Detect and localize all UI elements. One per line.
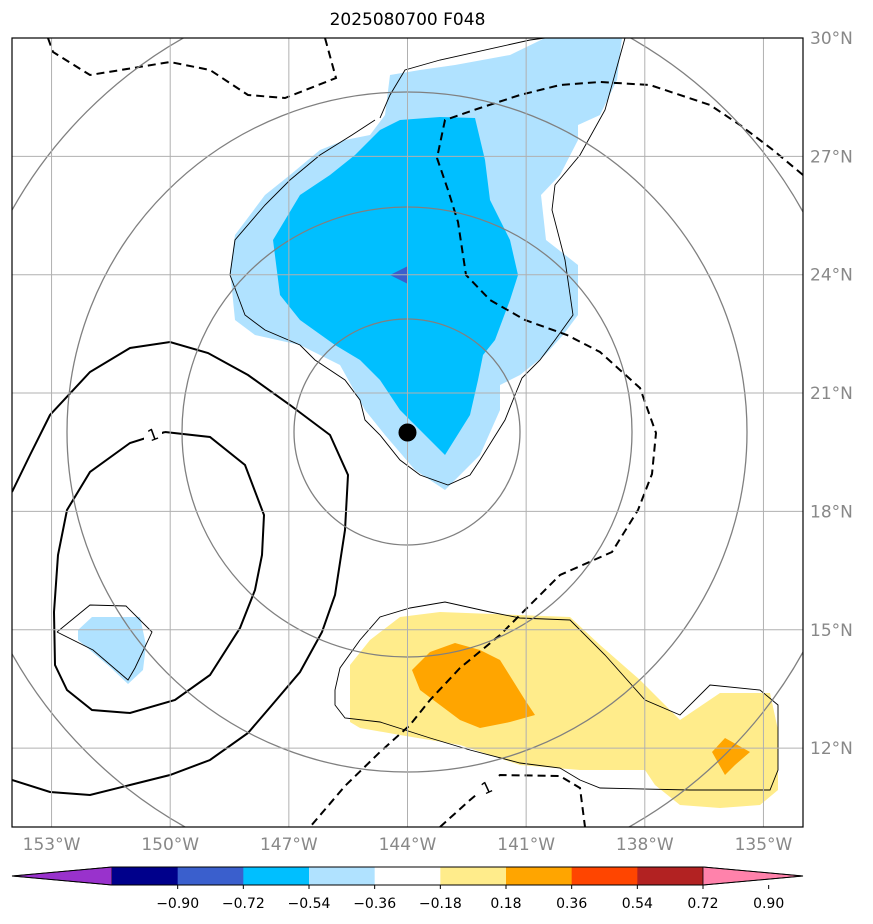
lon-tick-label: 144°W <box>379 835 437 855</box>
dashed-contour-east <box>309 80 803 827</box>
dashed-contour-south <box>439 773 586 827</box>
colorbar-outline <box>11 866 804 886</box>
lat-tick-label: 21°N <box>810 384 853 404</box>
lon-tick-label: 141°W <box>497 835 555 855</box>
dashed-contour-northwest <box>47 38 338 100</box>
thin-contour-north <box>229 38 626 486</box>
colorbar-segment <box>506 867 573 885</box>
colorbar-segment <box>177 867 244 885</box>
shaded-fields <box>78 38 778 808</box>
lon-tick-label: 135°W <box>735 835 793 855</box>
colorbar-tick-label: 0.72 <box>687 896 718 912</box>
colorbar-segment <box>374 867 441 885</box>
lon-tick-label: 147°W <box>260 835 318 855</box>
longitude-tick-labels: 153°W 150°W 147°W 144°W 141°W 138°W 135°W <box>23 835 793 855</box>
colorbar-tick-label: −0.90 <box>156 896 199 912</box>
dashed-contours <box>47 38 803 827</box>
orange-region-main <box>412 643 535 728</box>
colorbar-tick-label: 0.54 <box>622 896 653 912</box>
colorbar-segment <box>309 867 376 885</box>
colorbar-segment <box>571 867 638 885</box>
colorbar-tick-labels: −0.90 −0.72 −0.54 −0.36 −0.18 0.18 0.36 0.54 0.7… <box>156 885 784 912</box>
solid-contour-inner <box>52 431 266 715</box>
map-plot-area: 1 1 <box>12 38 803 827</box>
colorbar-tick-label: 0.18 <box>490 896 521 912</box>
colorbar-segment <box>637 867 704 885</box>
solid-contours <box>12 340 350 797</box>
blue-region <box>273 117 518 455</box>
colorbar-tick-label: −0.18 <box>419 896 462 912</box>
orange-region-east <box>712 738 750 775</box>
light-blue-region-west <box>78 617 146 684</box>
colorbar-segment <box>243 867 310 885</box>
lon-tick-label: 150°W <box>141 835 199 855</box>
colorbar-tick-label: −0.36 <box>353 896 396 912</box>
chart-title: 2025080700 F048 <box>329 10 486 30</box>
map-frame <box>11 37 804 828</box>
colorbar-extend-low <box>11 866 113 886</box>
lat-tick-label: 24°N <box>810 266 853 286</box>
lat-tick-label: 15°N <box>810 621 853 641</box>
gridlines <box>12 38 803 827</box>
lat-tick-label: 12°N <box>810 739 853 759</box>
colorbar-extend-high <box>702 866 804 886</box>
colorbar-tick-label: −0.72 <box>222 896 265 912</box>
colorbar-tick-label: 0.36 <box>556 896 587 912</box>
latitude-tick-labels: 12°N 15°N 18°N 21°N 24°N 27°N 30°N <box>810 29 853 759</box>
colorbar-tick-label: 0.90 <box>753 896 784 912</box>
contour-labels: 1 1 <box>144 422 496 799</box>
colorbar-tick-label: −0.54 <box>288 896 331 912</box>
colorbar <box>11 866 804 886</box>
colorbar-segment <box>440 867 507 885</box>
lon-tick-label: 153°W <box>23 835 81 855</box>
lat-tick-label: 27°N <box>810 147 853 167</box>
colorbar-segment <box>112 867 179 885</box>
lon-tick-label: 138°W <box>616 835 674 855</box>
thin-contour-west <box>56 604 153 681</box>
lat-tick-label: 30°N <box>810 29 853 49</box>
solid-contour-outer <box>12 340 350 797</box>
lat-tick-label: 18°N <box>810 502 853 522</box>
storm-center-marker <box>398 423 417 442</box>
